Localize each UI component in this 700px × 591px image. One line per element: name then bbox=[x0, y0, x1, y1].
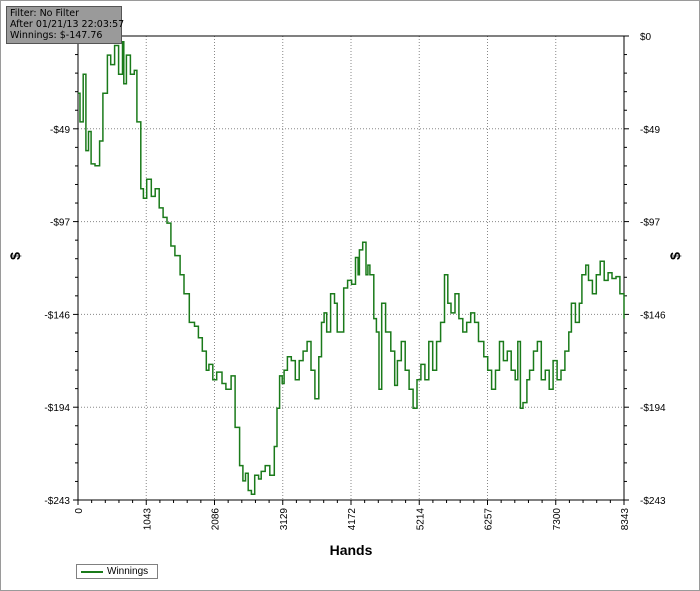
y-tick-label-right: -$146 bbox=[640, 310, 666, 321]
y-tick-label-right: -$97 bbox=[640, 218, 660, 229]
grid bbox=[78, 35, 624, 500]
x-tick-label: 3129 bbox=[279, 508, 290, 531]
legend-label-winnings: Winnings bbox=[107, 566, 149, 577]
tick-labels: 010432086312941725214625773008343$0$0-$4… bbox=[44, 32, 666, 530]
y-tick-label-left: -$146 bbox=[44, 310, 70, 321]
x-tick-label: 2086 bbox=[211, 508, 222, 531]
y-tick-label-left: -$49 bbox=[50, 125, 70, 136]
y-tick-label-left: -$243 bbox=[44, 496, 70, 507]
x-tick-label: 6257 bbox=[484, 508, 495, 531]
x-tick-label: 1043 bbox=[142, 508, 153, 531]
y-tick-label-right: -$49 bbox=[640, 125, 660, 136]
y-tick-label-right: $0 bbox=[640, 32, 652, 43]
after-date-text: After 01/21/13 22:03:57 bbox=[10, 19, 125, 30]
x-tick-label: 0 bbox=[74, 508, 85, 514]
axis-ticks bbox=[73, 35, 629, 505]
legend: Winnings bbox=[76, 564, 158, 579]
x-tick-label: 8343 bbox=[620, 508, 631, 531]
y-tick-label-right: -$243 bbox=[640, 496, 666, 507]
series-line-winnings bbox=[78, 40, 625, 496]
y-tick-label-left: -$97 bbox=[50, 218, 70, 229]
winnings-text: Winnings: $-147.76 bbox=[10, 30, 103, 41]
y-axis-title-left: $ bbox=[7, 252, 23, 260]
x-tick-label: 7300 bbox=[552, 508, 563, 531]
filter-text: Filter: No Filter bbox=[10, 8, 80, 19]
x-tick-label: 4172 bbox=[347, 508, 358, 531]
y-tick-label-left: -$194 bbox=[44, 403, 70, 414]
x-tick-label: 5214 bbox=[415, 508, 426, 531]
y-tick-label-right: -$194 bbox=[640, 403, 666, 414]
x-axis-title: Hands bbox=[330, 542, 373, 558]
info-box: Filter: No Filter After 01/21/13 22:03:5… bbox=[6, 6, 125, 44]
y-axis-title-right: $ bbox=[667, 252, 683, 260]
legend-swatch-winnings bbox=[81, 570, 103, 573]
